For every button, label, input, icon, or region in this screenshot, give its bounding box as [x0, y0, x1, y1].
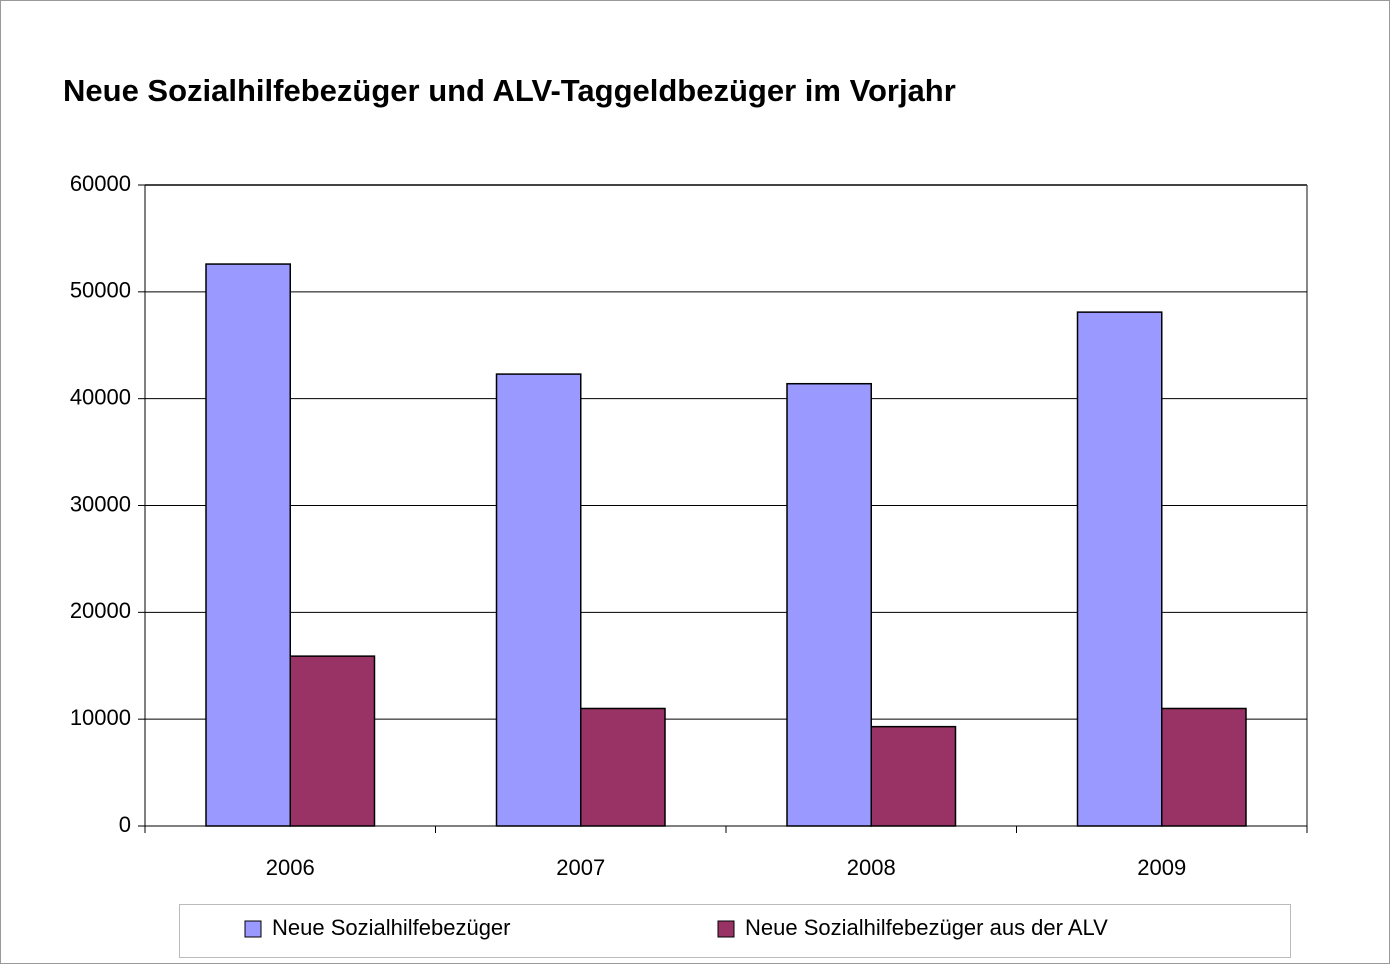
legend-label: Neue Sozialhilfebezüger aus der ALV	[745, 915, 1108, 940]
bar	[786, 382, 873, 827]
y-tick-label: 50000	[70, 278, 131, 303]
bar	[1076, 311, 1163, 827]
x-tick-label: 2009	[1137, 855, 1186, 880]
x-tick-label: 2006	[266, 855, 315, 880]
bar	[495, 373, 582, 827]
y-tick-label: 20000	[70, 598, 131, 623]
x-tick-label: 2008	[847, 855, 896, 880]
y-tick-label: 30000	[70, 491, 131, 516]
legend-box	[179, 904, 1291, 958]
chart-title: Neue Sozialhilfebezüger und ALV-Taggeldb…	[63, 73, 956, 108]
bar	[580, 707, 666, 827]
bar	[289, 655, 376, 827]
bar	[870, 725, 957, 827]
legend-swatch	[717, 920, 735, 938]
x-tick-label: 2007	[556, 855, 605, 880]
legend-swatch	[244, 920, 262, 938]
y-tick-label: 40000	[70, 384, 131, 409]
y-tick-label: 60000	[70, 171, 131, 196]
legend-label: Neue Sozialhilfebezüger	[272, 915, 511, 940]
y-tick-label: 10000	[70, 705, 131, 730]
bar	[205, 263, 292, 827]
bar	[1161, 707, 1247, 827]
y-tick-label: 0	[119, 812, 131, 837]
